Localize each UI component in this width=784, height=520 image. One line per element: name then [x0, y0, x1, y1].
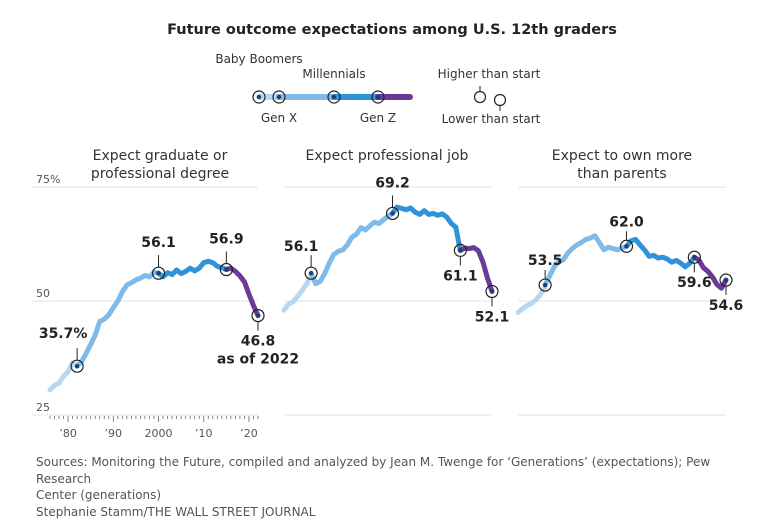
x-tick-label-2020: ’20 [240, 427, 258, 440]
panel-2-annotation-1-label: 69.2 [375, 175, 410, 191]
panel-1-title-line-2: professional degree [91, 166, 229, 182]
legend-label-lower: Lower than start [442, 112, 541, 126]
legend-marker-dot-0 [257, 95, 261, 99]
y-tick-label-75: 75% [36, 173, 60, 186]
legend-label-higher: Higher than start [438, 67, 541, 81]
panel-2-title-line-1: Expect professional job [306, 148, 469, 164]
legend-label-baby-boomers: Baby Boomers [215, 52, 302, 66]
source-line-2: Center (generations) [36, 487, 756, 504]
legend: Baby Boomers Gen X Millennials Gen Z Hig… [215, 52, 540, 126]
x-tick-label-2010: ’10 [195, 427, 213, 440]
chart-canvas: Future outcome expectations among U.S. 1… [0, 0, 784, 450]
panel-2-series-gen-x [311, 213, 392, 283]
panel-1-annotation-2-dot [224, 267, 228, 271]
panel-3-annotation-0-dot [543, 283, 547, 287]
panel-2-annotation-3-label: 52.1 [475, 309, 510, 325]
panel-1-series-gen-x [77, 272, 158, 366]
panel-2-annotation-0-label: 56.1 [284, 239, 319, 255]
panel-3: Expect to own more than parents 53.5 62.0 59… [518, 148, 743, 415]
y-tick-label-50: 50 [36, 287, 50, 300]
chart-panels: Expect graduate or professional degree 75%… [32, 148, 743, 440]
panel-1-annotation-2-label: 56.9 [209, 232, 244, 248]
panel-3-series-baby-boomers [518, 287, 545, 312]
panel-2-annotation-2-label: 61.1 [443, 268, 478, 284]
panel-2: Expect professional job 56.1 69.2 61.1 52.1 [284, 148, 509, 415]
legend-label-gen-x: Gen X [261, 111, 297, 125]
panel-2-annotation-0-dot [309, 271, 313, 275]
panel-3-annotation-3-dot [724, 278, 728, 282]
panel-1-annotation-3-label-2: as of 2022 [217, 352, 299, 368]
credit-line: Stephanie Stamm/THE WALL STREET JOURNAL [36, 504, 756, 520]
legend-higher-circle [475, 92, 486, 103]
panel-1-annotation-3-label: 46.8 [241, 334, 276, 350]
panel-3-annotation-2-dot [692, 255, 696, 259]
legend-marker-dot-3 [376, 95, 380, 99]
legend-label-gen-z: Gen Z [360, 111, 396, 125]
panel-3-title-line-2: than parents [577, 166, 666, 182]
panel-1-annotation-1-label: 56.1 [141, 235, 176, 251]
legend-label-millennials: Millennials [302, 67, 365, 81]
panel-1-annotation-0-dot [75, 364, 79, 368]
panel-1-series-baby-boomers [50, 363, 77, 390]
panel-2-annotation-1-dot [390, 211, 394, 215]
panel-2-series-millennials [393, 207, 461, 250]
panel-2-annotation-2-dot [458, 248, 462, 252]
panel-1-annotation-1-dot [156, 271, 160, 275]
panel-1-annotation-3-dot [256, 313, 260, 317]
panel-3-annotation-1-label: 62.0 [609, 214, 644, 230]
x-tick-label-1990: ’90 [105, 427, 123, 440]
panel-2-annotation-3-dot [490, 289, 494, 293]
panel-3-series-millennials [627, 239, 695, 266]
panel-2-series-baby-boomers [284, 275, 311, 311]
y-tick-label-25: 25 [36, 401, 50, 414]
panel-3-annotation-3-label: 54.6 [709, 298, 744, 314]
panel-3-annotation-2-label: 59.6 [677, 275, 712, 291]
legend-lower-circle [495, 95, 506, 106]
panel-1-title-line-1: Expect graduate or [93, 148, 228, 164]
panel-1-series-millennials [159, 261, 227, 277]
source-line-1: Sources: Monitoring the Future, compiled… [36, 454, 756, 487]
legend-marker-dot-1 [277, 95, 281, 99]
panel-3-annotation-0-label: 53.5 [528, 253, 563, 269]
source-note: Sources: Monitoring the Future, compiled… [36, 454, 756, 520]
panel-1-annotation-0-label: 35.7% [39, 326, 88, 342]
panel-1-series-gen-z [226, 268, 258, 315]
panel-1: Expect graduate or professional degree 75%… [32, 148, 299, 440]
chart-title: Future outcome expectations among U.S. 1… [167, 22, 617, 38]
x-tick-label-2000: 2000 [145, 427, 173, 440]
x-tick-label-1980: ’80 [59, 427, 77, 440]
legend-marker-dot-2 [332, 95, 336, 99]
panel-3-title-line-1: Expect to own more [552, 148, 692, 164]
panel-3-annotation-1-dot [624, 244, 628, 248]
